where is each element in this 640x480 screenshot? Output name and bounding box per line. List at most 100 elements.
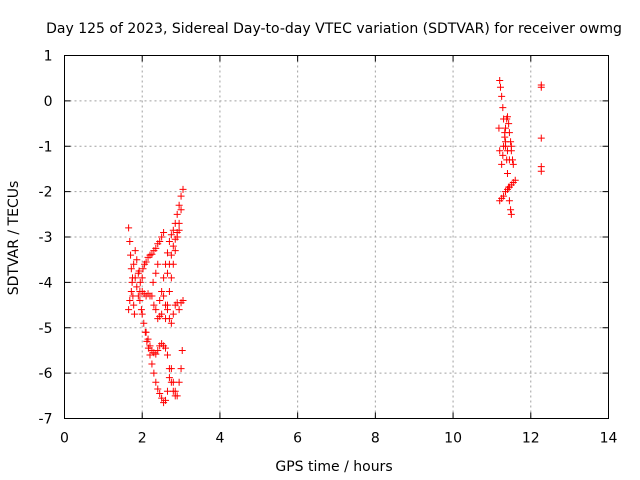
chart-title: Day 125 of 2023, Sidereal Day-to-day VTE…	[46, 21, 622, 37]
x-tick-label: 8	[371, 431, 380, 447]
data-point-marker	[498, 92, 506, 100]
data-point-marker	[126, 297, 134, 305]
data-point-marker	[133, 256, 141, 264]
data-point-marker	[131, 247, 139, 255]
data-point-marker	[163, 249, 171, 257]
data-point-marker	[160, 292, 168, 300]
data-point-marker	[175, 378, 183, 386]
data-point-marker	[495, 124, 503, 132]
data-point-marker	[169, 310, 177, 318]
data-point-marker	[505, 197, 513, 205]
data-point-marker	[158, 310, 166, 318]
data-point-marker	[136, 297, 144, 305]
data-point-marker	[136, 278, 144, 286]
y-tick-label: -2	[39, 185, 53, 201]
data-point-marker	[158, 394, 166, 402]
data-point-marker	[502, 124, 510, 132]
data-point-marker	[167, 378, 175, 386]
y-tick-label: -4	[39, 275, 53, 291]
data-point-marker	[178, 346, 186, 354]
data-point-marker	[537, 83, 545, 91]
data-point-marker	[135, 267, 143, 275]
data-point-marker	[171, 235, 179, 243]
y-tick-label: -6	[39, 366, 53, 382]
axes	[64, 55, 609, 419]
data-point-marker	[156, 238, 164, 246]
data-point-marker	[127, 251, 135, 259]
y-tick-label: 0	[44, 94, 53, 110]
x-axis-label: GPS time / hours	[275, 459, 392, 475]
x-tick-label: 10	[444, 431, 462, 447]
data-point-marker	[507, 206, 515, 214]
data-point-marker	[148, 360, 156, 368]
data-point-marker	[125, 224, 133, 232]
data-point-marker	[139, 265, 147, 273]
data-point-marker	[154, 346, 162, 354]
data-point-marker	[127, 265, 135, 273]
data-point-marker	[505, 129, 513, 137]
data-point-marker	[152, 244, 160, 252]
data-point-marker	[507, 210, 515, 218]
data-point-marker	[537, 134, 545, 142]
data-point-marker	[158, 233, 166, 241]
data-point-marker	[154, 385, 162, 393]
data-point-marker	[177, 206, 185, 214]
data-point-marker	[152, 378, 160, 386]
x-tick-label: 0	[60, 431, 69, 447]
data-point-marker	[133, 283, 141, 291]
y-tick-label: -5	[39, 321, 53, 337]
data-point-marker	[175, 201, 183, 209]
data-point-marker	[162, 344, 170, 352]
data-points	[125, 76, 545, 407]
data-point-marker	[496, 147, 504, 155]
y-tick-label: -7	[39, 412, 53, 428]
data-point-marker	[503, 113, 511, 121]
data-point-marker	[152, 350, 160, 358]
data-point-marker	[496, 83, 504, 91]
grid-lines	[64, 55, 609, 419]
data-point-marker	[165, 260, 173, 268]
data-point-marker	[160, 274, 168, 282]
data-point-marker	[130, 260, 138, 268]
data-point-marker	[500, 142, 508, 150]
data-point-marker	[148, 292, 156, 300]
data-point-marker	[142, 328, 150, 336]
data-point-marker	[509, 160, 517, 168]
data-point-marker	[158, 287, 166, 295]
data-point-marker	[171, 392, 179, 400]
data-point-marker	[505, 120, 513, 128]
y-tick-label: 1	[44, 49, 53, 65]
data-point-marker	[175, 306, 183, 314]
data-point-marker	[137, 306, 145, 314]
data-point-marker	[179, 297, 187, 305]
data-point-marker	[150, 369, 158, 377]
data-point-marker	[127, 287, 135, 295]
data-point-marker	[171, 247, 179, 255]
x-tick-label: 6	[293, 431, 302, 447]
y-tick-label: -3	[39, 230, 53, 246]
data-point-marker	[131, 274, 139, 282]
data-point-marker	[505, 156, 513, 164]
data-point-marker	[499, 151, 507, 159]
data-point-marker	[503, 169, 511, 177]
x-tick-label: 12	[522, 431, 540, 447]
data-point-marker	[152, 269, 160, 277]
data-point-marker	[177, 192, 185, 200]
data-point-marker	[511, 176, 519, 184]
data-point-marker	[156, 297, 164, 305]
data-point-marker	[165, 238, 173, 246]
data-point-marker	[154, 260, 162, 268]
data-point-marker	[138, 274, 146, 282]
data-point-marker	[149, 278, 157, 286]
data-point-marker	[167, 231, 175, 239]
data-point-marker	[146, 351, 154, 359]
data-point-marker	[138, 310, 146, 318]
data-point-marker	[179, 185, 187, 193]
data-point-marker	[146, 342, 154, 350]
data-point-marker	[507, 142, 515, 150]
data-point-marker	[165, 374, 173, 382]
data-point-marker	[167, 251, 175, 259]
data-point-marker	[167, 319, 175, 327]
